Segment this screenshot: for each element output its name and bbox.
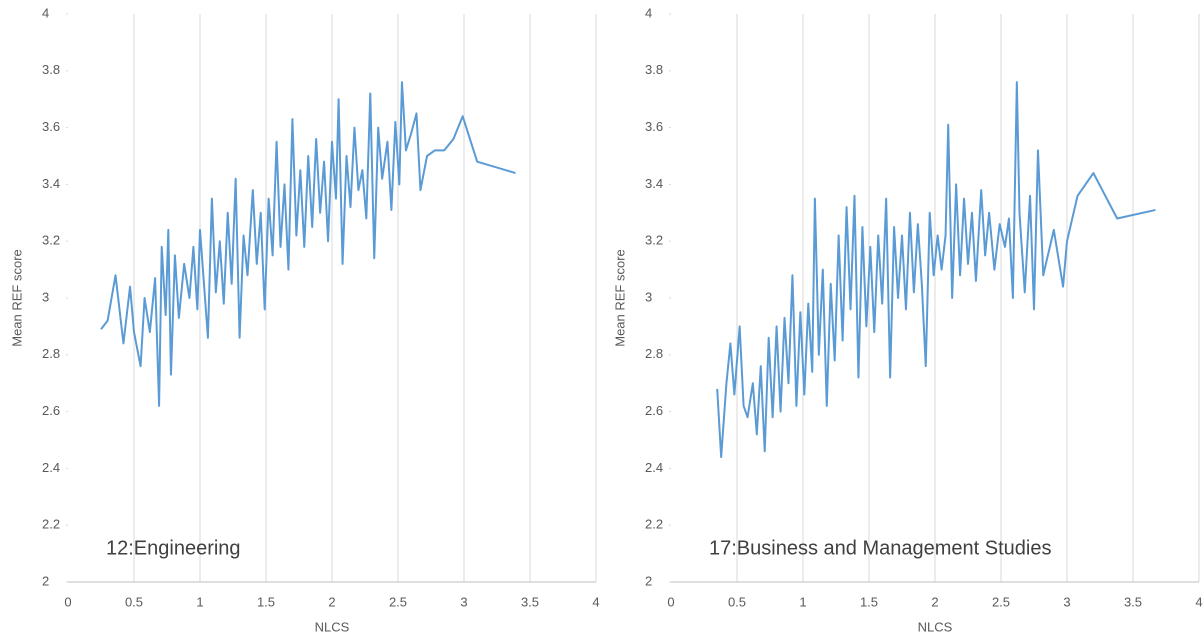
x-tick-label: 0 — [64, 594, 71, 609]
y-tick-label: 2 — [645, 573, 652, 588]
x-tick-label: 0 — [667, 594, 674, 609]
y-tick-label: 3.8 — [42, 62, 60, 77]
y-tick-label: 2.6 — [645, 403, 663, 418]
x-tick-label: 1 — [196, 594, 203, 609]
y-tick-label: 2.8 — [645, 346, 663, 361]
annotation: 17:Business and Management Studies — [709, 537, 1051, 559]
y-tick-label: 2.4 — [42, 460, 60, 475]
y-tick-label: 2.8 — [42, 346, 60, 361]
x-tick-label: 4 — [592, 594, 599, 609]
x-tick-label: 1 — [799, 594, 806, 609]
y-tick-label: 3.2 — [645, 233, 663, 248]
y-tick-label: 3.4 — [42, 176, 60, 191]
y-axis-label: Mean REF score — [612, 249, 627, 347]
x-axis-label: NLCS — [315, 619, 350, 634]
x-tick-label: 4 — [1195, 594, 1202, 609]
y-tick-label: 3.4 — [645, 176, 663, 191]
y-tick-label: 2.6 — [42, 403, 60, 418]
x-tick-label: 0.5 — [125, 594, 143, 609]
x-tick-label: 2 — [931, 594, 938, 609]
x-tick-label: 3.5 — [521, 594, 539, 609]
y-tick-label: 4 — [42, 5, 49, 20]
x-tick-label: 3 — [1063, 594, 1070, 609]
data-line — [716, 81, 1156, 459]
x-tick-label: 2.5 — [389, 594, 407, 609]
y-tick-label: 2.2 — [645, 517, 663, 532]
y-tick-label: 2.2 — [42, 517, 60, 532]
x-tick-label: 3.5 — [1124, 594, 1142, 609]
x-tick-label: 1.5 — [860, 594, 878, 609]
x-tick-label: 3 — [460, 594, 467, 609]
x-axis-label: NLCS — [918, 619, 953, 634]
y-tick-label: 4 — [645, 5, 652, 20]
x-tick-label: 1.5 — [257, 594, 275, 609]
y-tick-label: 3 — [42, 289, 49, 304]
x-tick-label: 2 — [328, 594, 335, 609]
y-tick-label: 3 — [645, 289, 652, 304]
annotation: 12:Engineering — [106, 537, 241, 559]
y-tick-label: 2.4 — [645, 460, 663, 475]
y-tick-label: 3.8 — [645, 62, 663, 77]
data-line — [100, 81, 516, 407]
y-tick-label: 3.6 — [42, 119, 60, 134]
x-tick-label: 2.5 — [992, 594, 1010, 609]
y-axis-label: Mean REF score — [9, 249, 24, 347]
y-tick-label: 2 — [42, 573, 49, 588]
x-tick-label: 0.5 — [728, 594, 746, 609]
y-tick-label: 3.2 — [42, 233, 60, 248]
y-tick-label: 3.6 — [645, 119, 663, 134]
